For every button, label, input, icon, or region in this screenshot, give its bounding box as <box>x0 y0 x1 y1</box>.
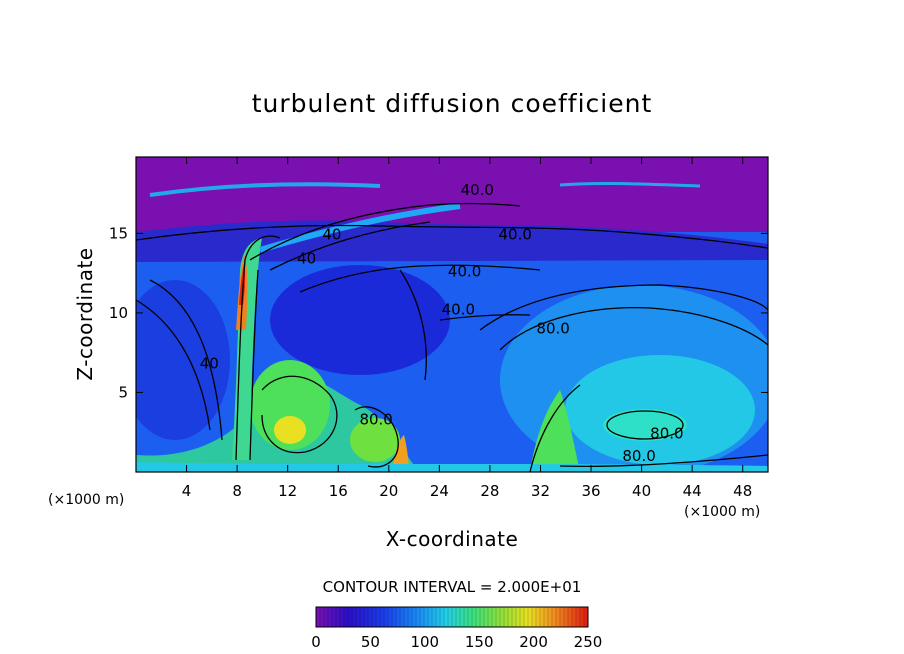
colorbar-tick-label: 100 <box>410 633 439 651</box>
contour-line <box>439 314 531 321</box>
x-tick-label: 40 <box>632 482 651 500</box>
contour-line <box>249 269 259 461</box>
upper-cyan-filament-3 <box>559 181 701 188</box>
colorbar-gradient <box>315 606 589 628</box>
x-tick-label: 32 <box>531 482 550 500</box>
surface-layer <box>136 462 768 472</box>
right-eddy-inner <box>603 409 687 441</box>
contour-label: 40 <box>200 355 219 373</box>
contour-label: 80.0 <box>359 410 392 428</box>
x-unit-left: (×1000 m) <box>48 492 124 508</box>
x-tick-label: 44 <box>683 482 702 500</box>
x-tick-label: 48 <box>733 482 752 500</box>
contour-lines <box>136 202 768 472</box>
contour-line <box>606 410 684 440</box>
contour-label: 40 <box>297 250 316 268</box>
contour-label: 80.0 <box>622 447 655 465</box>
upper-purple-band <box>136 157 768 232</box>
x-tick-label: 16 <box>329 482 348 500</box>
x-unit-right: (×1000 m) <box>684 504 760 520</box>
bottom-right-green <box>530 390 580 472</box>
y-axis: 5 10 15 <box>109 224 768 401</box>
contour-line <box>261 375 338 454</box>
y-axis-label: Z-coordinate <box>73 247 97 380</box>
x-tick-label: 28 <box>480 482 499 500</box>
contour-interval-text: CONTOUR INTERVAL = 2.000E+01 <box>323 578 582 596</box>
contour-line <box>479 284 768 331</box>
turbulent-core-yellow <box>274 416 306 444</box>
right-eddy-core <box>565 355 755 465</box>
y-tick-label: 5 <box>118 383 128 401</box>
x-tick-label: 12 <box>278 482 297 500</box>
colorbar: 0 50 100 150 200 250 <box>311 606 602 651</box>
x-tick-label: 4 <box>182 482 192 500</box>
x-axis-label: X-coordinate <box>386 527 519 551</box>
colorbar-tick-label: 150 <box>465 633 494 651</box>
contour-line <box>559 454 768 468</box>
colorbar-stripes <box>319 607 585 627</box>
contour-label: 80.0 <box>650 425 683 443</box>
contour-label: 40.0 <box>498 226 531 244</box>
x-tick-label: 24 <box>430 482 449 500</box>
x-axis: 4 8 12 16 20 24 28 32 36 40 44 48 <box>182 157 752 500</box>
contour-line <box>299 264 541 293</box>
heatmap-field <box>136 157 768 472</box>
contour-line <box>354 406 399 468</box>
contour-line <box>136 224 768 249</box>
left-eddy <box>136 280 230 440</box>
contour-label: 40.0 <box>461 181 494 199</box>
contour-line <box>529 384 581 472</box>
contour-label: 80.0 <box>536 320 569 338</box>
bottom-yellow-right <box>392 435 410 472</box>
upper-cyan-filament <box>149 182 381 197</box>
turbulent-core-green-2 <box>350 418 400 462</box>
colorbar-tick-label: 50 <box>361 633 380 651</box>
contour-line <box>399 269 427 381</box>
contour-label: 40.0 <box>442 301 475 319</box>
contour-label: 40.0 <box>448 262 481 280</box>
y-tick-label: 15 <box>109 224 128 242</box>
chart-title: turbulent diffusion coefficient <box>252 89 653 118</box>
colorbar-tick-label: 250 <box>574 633 603 651</box>
x-tick-label: 36 <box>581 482 600 500</box>
y-tick-label: 10 <box>109 304 128 322</box>
contour-labels: 40.0 40.0 40.0 40.0 40 40 40 80.0 80.0 80.0 80.0 <box>200 181 684 465</box>
central-dark-region <box>270 265 450 375</box>
contour-line <box>269 221 431 271</box>
colorbar-tick-label: 0 <box>311 633 321 651</box>
plot-frame <box>135 156 769 473</box>
x-tick-label: 20 <box>379 482 398 500</box>
contour-line <box>249 202 521 261</box>
colorbar-tick-label: 200 <box>519 633 548 651</box>
contour-line <box>235 235 281 461</box>
contour-line <box>149 279 223 441</box>
contour-line <box>136 299 211 431</box>
contour-label: 40 <box>322 226 341 244</box>
colorbar-ticks: 0 50 100 150 200 250 <box>311 633 602 651</box>
contour-line <box>499 306 768 351</box>
x-tick-label: 8 <box>232 482 242 500</box>
